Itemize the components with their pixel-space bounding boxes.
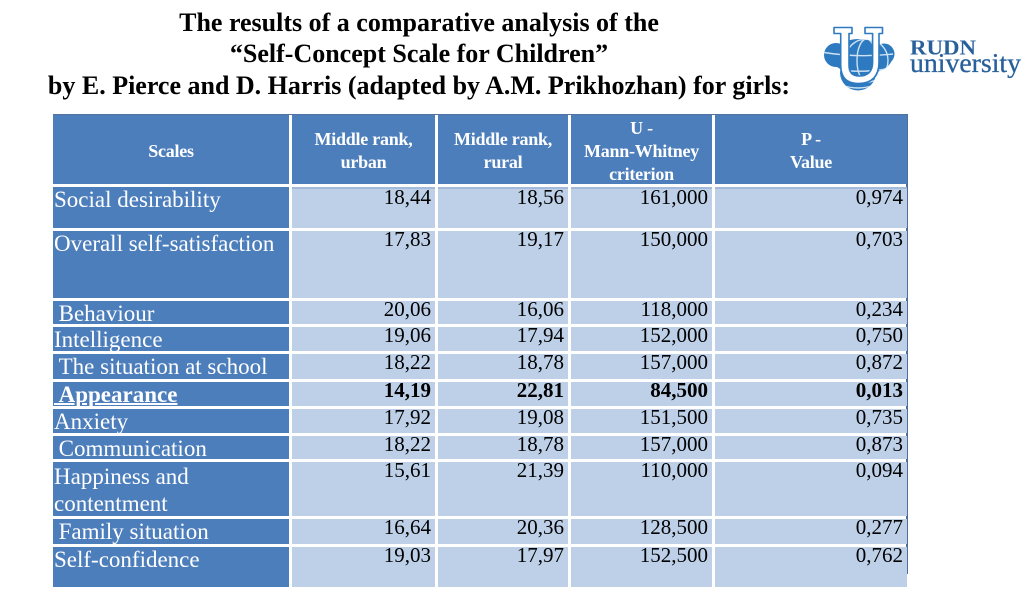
svg-text:RUDN: RUDN bbox=[910, 36, 976, 60]
svg-text:university: university bbox=[910, 48, 1022, 78]
